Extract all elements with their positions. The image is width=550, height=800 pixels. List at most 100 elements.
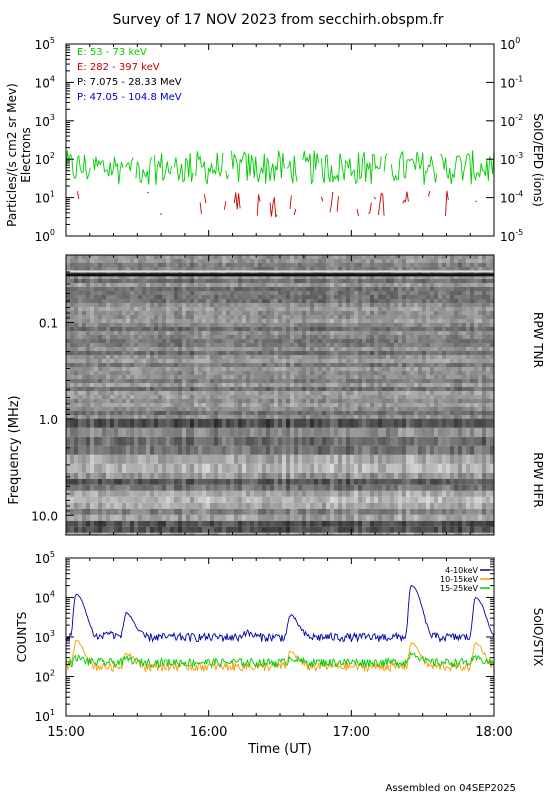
rpw-cell bbox=[410, 291, 414, 295]
rpw-cell bbox=[158, 303, 162, 307]
rpw-cell bbox=[478, 375, 482, 379]
rpw-cell bbox=[114, 359, 118, 363]
rpw-cell bbox=[250, 418, 254, 428]
rpw-cell bbox=[286, 295, 290, 299]
rpw-cell bbox=[462, 379, 466, 383]
rpw-cell bbox=[66, 399, 70, 403]
rpw-cell bbox=[422, 259, 426, 263]
rpw-cell bbox=[166, 331, 170, 335]
rpw-cell bbox=[122, 383, 126, 387]
rpw-cell bbox=[98, 303, 102, 307]
rpw-cell bbox=[178, 379, 182, 383]
rpw-cell bbox=[274, 371, 278, 375]
rpw-cell bbox=[346, 335, 350, 339]
rpw-cell bbox=[142, 283, 146, 287]
rpw-cell bbox=[474, 323, 478, 327]
rpw-cell bbox=[326, 427, 330, 437]
rpw-cell bbox=[246, 307, 250, 311]
rpw-cell bbox=[434, 347, 438, 351]
rpw-cell bbox=[314, 445, 318, 455]
rpw-cell bbox=[170, 395, 174, 399]
rpw-cell bbox=[302, 343, 306, 347]
rpw-cell bbox=[106, 335, 110, 339]
rpw-cell bbox=[110, 275, 114, 279]
rpw-cell bbox=[362, 323, 366, 327]
rpw-cell bbox=[254, 303, 258, 307]
rpw-cell bbox=[182, 263, 186, 267]
rpw-cell bbox=[150, 436, 154, 446]
rpw-cell bbox=[218, 403, 222, 407]
rpw-cell bbox=[490, 371, 494, 375]
rpw-cell bbox=[154, 399, 158, 403]
rpw-cell bbox=[362, 359, 366, 363]
rpw-cell bbox=[250, 445, 254, 455]
rpw-cell bbox=[146, 387, 150, 391]
rpw-cell bbox=[310, 395, 314, 399]
rpw-cell bbox=[230, 359, 234, 363]
rpw-cell bbox=[378, 383, 382, 387]
rpw-cell bbox=[258, 331, 262, 335]
rpw-cell bbox=[290, 355, 294, 359]
rpw-cell bbox=[370, 287, 374, 291]
rpw-cell bbox=[194, 287, 198, 291]
rpw-cell bbox=[86, 259, 90, 263]
rpw-cell bbox=[474, 445, 478, 455]
rpw-cell bbox=[306, 255, 310, 259]
rpw-cell bbox=[250, 287, 254, 291]
rpw-cell bbox=[370, 271, 374, 275]
rpw-cell bbox=[182, 339, 186, 343]
rpw-cell bbox=[182, 335, 186, 339]
rpw-cell bbox=[450, 267, 454, 271]
rpw-cell bbox=[438, 355, 442, 359]
rpw-cell bbox=[218, 283, 222, 287]
rpw-cell bbox=[202, 427, 206, 437]
rpw-cell bbox=[78, 271, 82, 275]
rpw-cell bbox=[142, 315, 146, 319]
rpw-cell bbox=[146, 379, 150, 383]
rpw-cell bbox=[134, 287, 138, 291]
rpw-cell bbox=[106, 391, 110, 395]
rpw-cell bbox=[330, 331, 334, 335]
rpw-cell bbox=[90, 375, 94, 379]
rpw-cell bbox=[102, 363, 106, 367]
rpw-cell bbox=[298, 255, 302, 259]
rpw-cell bbox=[454, 359, 458, 363]
rpw-cell bbox=[302, 359, 306, 363]
rpw-cell bbox=[206, 335, 210, 339]
rpw-cell bbox=[346, 399, 350, 403]
rpw-cell bbox=[450, 319, 454, 323]
rpw-cell bbox=[414, 275, 418, 279]
rpw-cell bbox=[346, 383, 350, 387]
rpw-cell bbox=[122, 347, 126, 351]
rpw-cell bbox=[102, 303, 106, 307]
rpw-cell bbox=[78, 331, 82, 335]
rpw-cell bbox=[274, 291, 278, 295]
epd-series-line bbox=[329, 191, 334, 213]
rpw-cell bbox=[106, 387, 110, 391]
rpw-cell bbox=[394, 359, 398, 363]
rpw-cell bbox=[242, 387, 246, 391]
rpw-cell bbox=[250, 383, 254, 387]
rpw-cell bbox=[218, 311, 222, 315]
rpw-cell bbox=[82, 418, 86, 428]
rpw-cell bbox=[202, 415, 206, 419]
rpw-cell bbox=[322, 299, 326, 303]
rpw-cell bbox=[178, 383, 182, 387]
rpw-cell bbox=[418, 411, 422, 415]
rpw-cell bbox=[238, 391, 242, 395]
rpw-cell bbox=[282, 255, 286, 259]
rpw-cell bbox=[210, 311, 214, 315]
rpw-cell bbox=[102, 343, 106, 347]
rpw-cell bbox=[158, 436, 162, 446]
rpw-cell bbox=[78, 407, 82, 411]
rpw-cell bbox=[286, 436, 290, 446]
rpw-cell bbox=[142, 255, 146, 259]
rpw-cell bbox=[102, 418, 106, 428]
rpw-cell bbox=[138, 347, 142, 351]
rpw-cell bbox=[398, 331, 402, 335]
rpw-cell bbox=[242, 375, 246, 379]
rpw-cell bbox=[430, 399, 434, 403]
rpw-cell bbox=[342, 299, 346, 303]
rpw-cell bbox=[358, 295, 362, 299]
rpw-cell bbox=[322, 359, 326, 363]
